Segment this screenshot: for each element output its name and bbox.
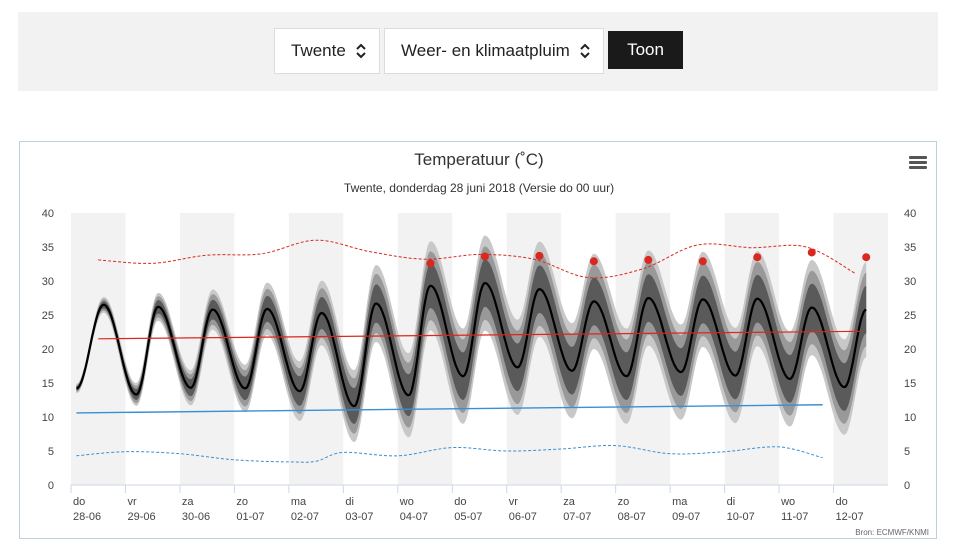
x-tick-label-date: 10-07 <box>727 511 755 523</box>
record-min-line <box>76 444 823 463</box>
y-tick-label-right: 35 <box>904 242 916 254</box>
y-tick-label-right: 0 <box>904 480 910 492</box>
location-select[interactable]: Twente <box>274 28 380 74</box>
x-tick-label-day: vr <box>127 496 137 508</box>
x-tick-label-day: do <box>73 496 85 508</box>
x-tick-label-date: 09-07 <box>672 511 700 523</box>
hamburger-menu-icon[interactable] <box>909 156 927 170</box>
y-tick-label-left: 20 <box>42 344 54 356</box>
y-tick-label-right: 15 <box>904 378 916 390</box>
y-tick-label-left: 40 <box>42 208 54 220</box>
location-select-value: Twente <box>291 41 346 60</box>
outlier-point <box>862 253 871 262</box>
outlier-point <box>480 252 489 261</box>
day-band <box>125 213 180 485</box>
y-tick-label-left: 25 <box>42 310 54 322</box>
x-tick-label-date: 29-06 <box>127 511 155 523</box>
x-tick-label-day: wo <box>780 496 795 508</box>
chart-credit: Bron: ECMWF/KNMI <box>855 528 929 537</box>
x-tick-label-date: 11-07 <box>781 511 808 523</box>
ensemble-plume <box>76 235 867 443</box>
median-line <box>76 281 867 408</box>
x-tick-label-day: ma <box>672 496 688 508</box>
axes: 0 0 5 5 10 10 15 15 20 20 25 25 30 30 35 35 40 40 do 28-06 v… <box>42 208 917 523</box>
y-tick-label-left: 0 <box>48 480 54 492</box>
chart-title: Temperatuur (˚C) <box>414 150 543 169</box>
x-tick-label-day: vr <box>509 496 519 508</box>
x-tick-label-date: 02-07 <box>291 511 319 523</box>
outlier-point <box>698 257 707 266</box>
outlier-point <box>753 253 762 262</box>
x-tick-label-date: 12-07 <box>836 511 864 523</box>
day-band <box>71 213 126 485</box>
climate-mean-min-line <box>76 404 823 414</box>
product-select-value: Weer- en klimaatpluim <box>401 41 570 60</box>
x-tick-label-date: 06-07 <box>509 511 537 523</box>
x-tick-label-day: di <box>727 496 736 508</box>
x-tick-label-day: zo <box>236 496 248 508</box>
chart-subtitle: Twente, donderdag 28 juni 2018 (Versie d… <box>344 181 614 195</box>
outlier-point <box>644 255 653 264</box>
x-tick-label-day: wo <box>399 496 414 508</box>
y-tick-label-right: 5 <box>904 446 910 458</box>
chevron-updown-icon <box>580 43 590 59</box>
y-tick-label-left: 15 <box>42 378 54 390</box>
y-tick-label-right: 20 <box>904 344 916 356</box>
x-tick-label-day: ma <box>291 496 307 508</box>
y-tick-label-left: 30 <box>42 276 54 288</box>
y-tick-label-left: 35 <box>42 242 54 254</box>
x-tick-label-date: 01-07 <box>236 511 264 523</box>
x-tick-label-day: do <box>454 496 466 508</box>
x-tick-label-date: 07-07 <box>563 511 591 523</box>
x-tick-label-date: 28-06 <box>73 511 101 523</box>
x-tick-label-date: 30-06 <box>182 511 210 523</box>
x-tick-label-day: za <box>563 496 576 508</box>
x-tick-label-day: do <box>836 496 848 508</box>
y-tick-label-left: 5 <box>48 446 54 458</box>
x-tick-label-date: 03-07 <box>345 511 373 523</box>
outlier-point <box>589 257 598 266</box>
outlier-point <box>426 259 435 268</box>
climate-mean-max-line <box>98 330 861 340</box>
record-max-line <box>98 239 856 279</box>
show-button[interactable]: Toon <box>608 31 683 69</box>
x-tick-label-day: zo <box>618 496 630 508</box>
x-tick-label-day: di <box>345 496 354 508</box>
y-tick-label-right: 30 <box>904 276 916 288</box>
product-select[interactable]: Weer- en klimaatpluim <box>384 28 604 74</box>
chevron-updown-icon <box>356 43 366 59</box>
reference-lines <box>76 239 861 463</box>
outlier-point <box>535 251 544 260</box>
x-tick-label-date: 04-07 <box>400 511 428 523</box>
outlier-point <box>807 248 816 257</box>
x-tick-label-day: za <box>182 496 195 508</box>
y-tick-label-right: 40 <box>904 208 916 220</box>
x-tick-label-date: 05-07 <box>454 511 482 523</box>
y-tick-label-right: 10 <box>904 412 916 424</box>
x-tick-label-date: 08-07 <box>618 511 646 523</box>
y-tick-label-right: 25 <box>904 310 916 322</box>
y-tick-label-left: 10 <box>42 412 54 424</box>
outlier-points <box>426 248 871 268</box>
controls-bar: Twente Weer- en klimaatpluim Toon <box>18 12 938 91</box>
